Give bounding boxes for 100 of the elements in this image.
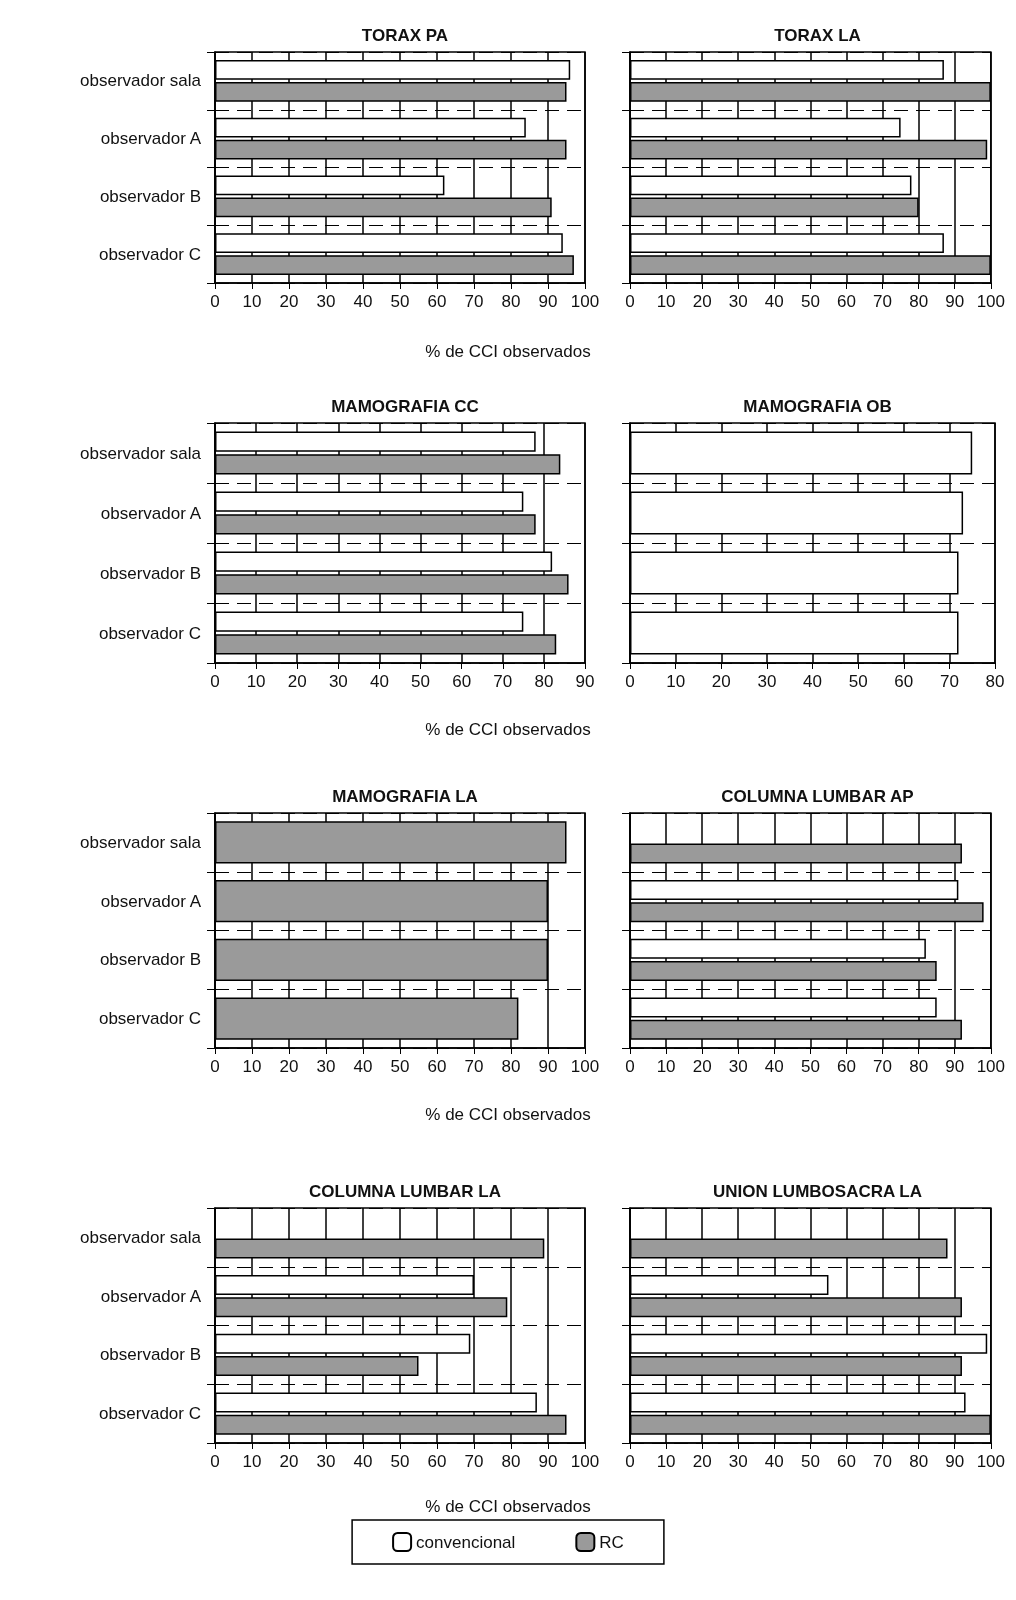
x-tick-label: 80	[909, 292, 929, 311]
x-tick-label: 60	[452, 672, 472, 691]
x-tick-label: 60	[894, 672, 914, 691]
x-tick-label: 50	[390, 1452, 410, 1471]
x-tick-label: 10	[666, 672, 686, 691]
x-tick-label: 50	[848, 672, 868, 691]
x-tick-label: 0	[210, 1057, 220, 1076]
x-tick-label: 50	[800, 1057, 820, 1076]
y-tick-label: observador A	[100, 891, 202, 911]
y-tick-label: observador C	[98, 244, 201, 264]
x-tick-label: 60	[837, 1057, 856, 1076]
y-tick-label: observador C	[98, 1404, 201, 1424]
x-tick-label: 60	[427, 292, 447, 311]
x-tick-label: 60	[837, 1452, 856, 1471]
x-tick-label: 30	[728, 292, 748, 311]
chart-title: TORAX LA	[774, 26, 861, 45]
x-tick-label: 100	[976, 1057, 1006, 1076]
y-tick-label: observador B	[99, 1345, 201, 1365]
x-tick-label: 30	[316, 1057, 336, 1076]
x-tick-label: 0	[210, 672, 220, 691]
x-tick-label: 30	[757, 672, 777, 691]
x-tick-label: 0	[210, 1452, 220, 1471]
x-tick-label: 70	[464, 1452, 484, 1471]
y-tick-label: observador sala	[80, 832, 202, 852]
x-tick-label: 10	[242, 292, 262, 311]
chart-title: COLUMNA LUMBAR AP	[721, 787, 914, 806]
chart-title: MAMOGRAFIA CC	[331, 397, 479, 416]
x-tick-label: 40	[353, 292, 373, 311]
x-tick-label: 20	[279, 1057, 299, 1076]
x-tick-label: 100	[570, 1057, 600, 1076]
x-tick-label: 60	[427, 1057, 447, 1076]
x-tick-label: 0	[210, 292, 220, 311]
x-tick-label: 60	[427, 1452, 447, 1471]
x-tick-label: 20	[711, 672, 731, 691]
x-tick-label: 0	[625, 1452, 635, 1471]
x-tick-label: 90	[538, 1057, 558, 1076]
x-tick-label: 100	[976, 1452, 1006, 1471]
y-tick-label: observador B	[99, 950, 201, 970]
x-tick-label: 50	[390, 1057, 410, 1076]
y-tick-label: observador A	[100, 129, 202, 149]
x-tick-label: 30	[728, 1452, 748, 1471]
x-tick-label: 20	[692, 1452, 712, 1471]
x-tick-label: 10	[246, 672, 266, 691]
legend-label: RC	[599, 1532, 624, 1552]
x-tick-label: 10	[242, 1057, 262, 1076]
x-tick-label: 100	[976, 292, 1006, 311]
x-axis-title: % de CCI observados	[425, 1497, 591, 1516]
x-tick-label: 100	[570, 1452, 600, 1471]
y-tick-label: observador A	[100, 1286, 202, 1306]
y-tick-label: observador A	[100, 503, 202, 523]
x-tick-label: 10	[656, 1452, 676, 1471]
x-tick-label: 50	[800, 1452, 820, 1471]
x-tick-label: 80	[501, 1057, 521, 1076]
x-tick-label: 80	[909, 1452, 929, 1471]
x-tick-label: 20	[279, 1452, 299, 1471]
x-tick-label: 20	[692, 292, 712, 311]
x-tick-label: 30	[316, 1452, 336, 1471]
chart-title: COLUMNA LUMBAR LA	[308, 1182, 502, 1201]
x-tick-label: 80	[501, 292, 521, 311]
y-tick-label: observador B	[99, 563, 201, 583]
y-tick-label: observador C	[98, 623, 201, 643]
x-tick-label: 70	[464, 292, 484, 311]
y-tick-label: observador sala	[80, 443, 202, 463]
chart-title: TORAX PA	[361, 26, 449, 45]
legend-label: convencional	[416, 1532, 516, 1552]
x-tick-label: 20	[692, 1057, 712, 1076]
x-axis-title: % de CCI observados	[425, 720, 591, 739]
chart-title: MAMOGRAFIA LA	[332, 787, 478, 806]
y-tick-label: observador sala	[80, 71, 202, 91]
x-tick-label: 70	[873, 292, 893, 311]
x-tick-label: 70	[939, 672, 959, 691]
x-tick-label: 50	[411, 672, 431, 691]
x-tick-label: 40	[369, 672, 389, 691]
x-tick-label: 70	[464, 1057, 484, 1076]
x-tick-label: 10	[656, 292, 676, 311]
x-tick-label: 40	[764, 1452, 784, 1471]
x-tick-label: 40	[803, 672, 822, 691]
x-tick-label: 40	[764, 1057, 784, 1076]
x-tick-label: 60	[837, 292, 856, 311]
x-tick-label: 70	[873, 1452, 893, 1471]
x-tick-label: 0	[625, 292, 635, 311]
x-tick-label: 90	[538, 292, 558, 311]
x-tick-label: 50	[390, 292, 410, 311]
x-tick-label: 0	[625, 1057, 635, 1076]
x-tick-label: 90	[538, 1452, 558, 1471]
x-tick-label: 30	[328, 672, 348, 691]
x-tick-label: 100	[570, 292, 600, 311]
x-tick-label: 10	[656, 1057, 676, 1076]
x-tick-label: 30	[316, 292, 336, 311]
x-tick-label: 80	[501, 1452, 521, 1471]
x-axis-title: % de CCI observados	[425, 1105, 591, 1124]
x-tick-label: 0	[625, 672, 635, 691]
x-tick-label: 20	[287, 672, 307, 691]
y-tick-label: observador B	[99, 186, 201, 206]
x-tick-label: 40	[353, 1057, 373, 1076]
x-tick-label: 90	[575, 672, 595, 691]
y-tick-label: observador sala	[80, 1227, 202, 1247]
x-tick-label: 20	[279, 292, 299, 311]
x-tick-label: 70	[873, 1057, 893, 1076]
x-tick-label: 90	[945, 1057, 965, 1076]
